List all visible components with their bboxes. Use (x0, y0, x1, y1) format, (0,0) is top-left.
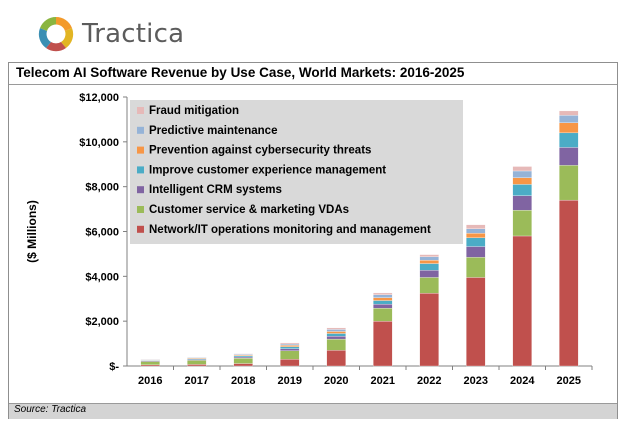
legend-label: Prevention against cybersecurity threats (149, 145, 371, 157)
bar-segment (280, 343, 300, 346)
bar-segment (559, 165, 579, 201)
x-tick-label: 2022 (417, 375, 441, 387)
legend-label: Network/IT operations monitoring and man… (149, 224, 431, 236)
bar-segment (187, 364, 207, 367)
bar-segment (466, 228, 486, 234)
y-tick-label: $8,000 (85, 182, 119, 194)
legend-label: Intelligent CRM systems (149, 184, 282, 196)
bar-segment (233, 358, 253, 364)
bar-segment (326, 329, 346, 332)
bar-segment (326, 338, 346, 351)
bar-segment (466, 257, 486, 278)
bar-segment (419, 277, 439, 294)
bar-segment (373, 308, 393, 322)
legend-swatch (137, 146, 144, 154)
bar-segment (233, 356, 253, 359)
bar-segment (512, 195, 532, 211)
bar-segment (419, 292, 439, 367)
legend-label: Predictive maintenance (149, 125, 277, 137)
y-tick-label: $4,000 (85, 271, 119, 283)
x-tick-label: 2021 (371, 375, 395, 387)
bar-segment (373, 321, 393, 367)
bar-segment (187, 360, 207, 365)
chart-title: Telecom AI Software Revenue by Use Case,… (16, 65, 465, 80)
bar-segment (280, 359, 300, 367)
legend-label: Customer service & marketing VDAs (149, 204, 349, 216)
bar-segment (326, 333, 346, 337)
bar-segment (373, 297, 393, 301)
x-tick-label: 2016 (138, 375, 162, 387)
x-tick-label: 2018 (231, 375, 255, 387)
x-tick-label: 2019 (278, 375, 302, 387)
bar-segment (280, 348, 300, 351)
footer-bar (9, 403, 617, 419)
legend-box (130, 100, 463, 244)
legend-swatch (137, 225, 144, 233)
bar-segment (559, 122, 579, 134)
bar-segment (466, 224, 486, 229)
x-tick-label: 2017 (185, 375, 209, 387)
y-tick-label: $2,000 (85, 316, 119, 328)
bar-segment (466, 246, 486, 258)
bar-segment (466, 277, 486, 367)
x-tick-label: 2025 (557, 375, 581, 387)
bar-segment (512, 184, 532, 196)
bar-segment (512, 177, 532, 185)
bar-segment (140, 361, 160, 366)
bar-segment (326, 327, 346, 330)
bar-segment (559, 115, 579, 123)
y-tick-label: $10,000 (79, 137, 119, 149)
y-tick-label: $12,000 (79, 92, 119, 104)
title-divider (9, 84, 617, 85)
bar-segment (559, 199, 579, 367)
bar-segment (326, 336, 346, 340)
bar-segment (466, 237, 486, 247)
y-tick-label: $6,000 (85, 227, 119, 239)
x-tick-label: 2023 (464, 375, 488, 387)
bar-segment (373, 294, 393, 298)
bar-segment (559, 110, 579, 116)
legend-swatch (137, 126, 144, 134)
bar-segment (512, 166, 532, 172)
brand-header: Tractica (36, 12, 184, 56)
bar-segment (419, 260, 439, 264)
bar-segment (280, 342, 300, 345)
legend-swatch (137, 186, 144, 194)
bar-segment (233, 353, 253, 355)
bar-segment (233, 363, 253, 367)
x-tick-label: 2020 (324, 375, 348, 387)
bar-segment (512, 170, 532, 178)
bar-segment (512, 235, 532, 367)
bar-segment (559, 147, 579, 166)
legend-swatch (137, 206, 144, 213)
bar-segment (326, 331, 346, 334)
bar-segment (140, 364, 160, 367)
bar-segment (280, 346, 300, 349)
bar-segment (419, 263, 439, 271)
bar-segment (280, 345, 300, 347)
bar-segment (373, 303, 393, 309)
bar-segment (326, 350, 346, 367)
source-note: Source: Tractica (14, 404, 87, 415)
bar-segment (559, 132, 579, 148)
bar-segment (233, 355, 253, 358)
bar-segment (373, 300, 393, 305)
y-tick-label: $- (109, 361, 119, 373)
legend-swatch (137, 107, 144, 114)
legend-label: Improve customer experience management (149, 164, 386, 176)
bar-segment (466, 233, 486, 238)
bar-segment (419, 270, 439, 278)
tractica-logo-icon (38, 16, 74, 52)
bar-segment (512, 210, 532, 237)
y-axis-title: ($ Millions) (25, 200, 39, 263)
bar-segment (419, 254, 439, 257)
bar-segment (419, 256, 439, 261)
bar-segment (280, 350, 300, 360)
legend-swatch (137, 166, 144, 174)
bar-segment (373, 292, 393, 295)
legend-label: Fraud mitigation (149, 105, 239, 117)
x-tick-label: 2024 (510, 375, 535, 387)
brand-name: Tractica (82, 19, 185, 49)
